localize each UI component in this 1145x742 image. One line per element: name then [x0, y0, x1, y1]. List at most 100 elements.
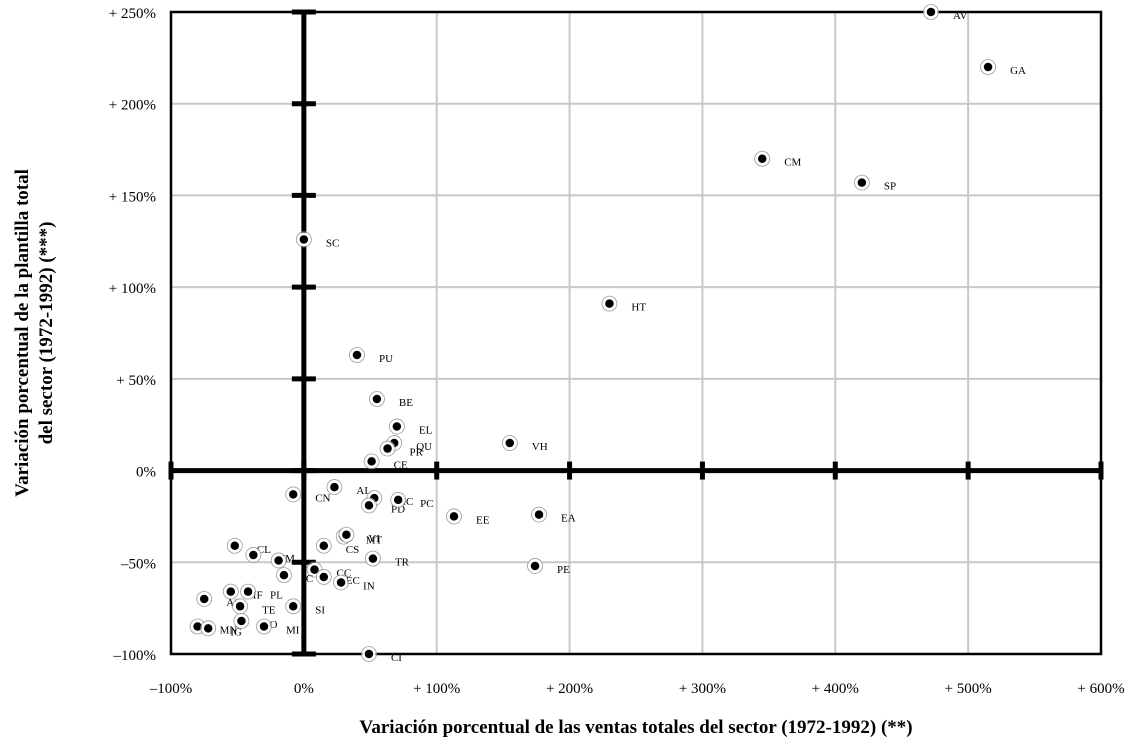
y-tick-label: + 50%: [116, 373, 156, 389]
x-tick-labels: –100% 0% + 100% + 200% + 300% + 400% + 500% + 6…: [149, 681, 1125, 697]
data-point-marker: [224, 584, 238, 599]
data-point-label: TE: [262, 604, 276, 616]
data-point-outline: [333, 574, 349, 591]
data-point: CS: [315, 537, 359, 556]
data-point: CE: [363, 453, 408, 471]
data-point: PU: [349, 347, 393, 365]
data-point-outline: [196, 591, 213, 607]
data-point-label: SC: [326, 237, 339, 249]
data-point: VI: [338, 526, 380, 545]
data-point-marker: [241, 584, 255, 599]
data-point-marker: [532, 507, 546, 522]
data-point-outline: [501, 435, 518, 451]
data-point-label: MI: [286, 624, 300, 636]
data-point-outline: [276, 567, 292, 584]
data-point: TR: [365, 550, 410, 569]
data-point-label: C: [301, 558, 308, 570]
data-point-label: HT: [631, 302, 646, 314]
data-point-label: QU: [416, 441, 432, 453]
data-point-outline: [315, 569, 332, 585]
data-point-marker: [362, 647, 376, 661]
data-point: IG: [200, 620, 242, 638]
data-point-label: SI: [315, 604, 325, 616]
data-point: CN: [285, 486, 331, 504]
data-point: HT: [601, 295, 646, 314]
y-tick-label: + 250%: [109, 6, 156, 22]
y-tick-label: + 200%: [109, 98, 156, 114]
data-point-label: PL: [270, 590, 283, 602]
data-point: C: [270, 552, 308, 570]
data-point-label: AV: [953, 10, 968, 22]
data-point-label: SP: [884, 181, 896, 193]
data-point-marker: [755, 151, 769, 166]
data-point-outline: [363, 453, 380, 470]
data-point: TE: [232, 598, 276, 616]
data-point-label: PE: [557, 564, 570, 576]
grid-lines: [171, 12, 1101, 654]
data-point-label: EA: [561, 513, 576, 525]
data-point-outline: [233, 613, 250, 629]
y-axis-label-line2: del sector (1972-1992) (***): [36, 222, 57, 445]
data-point: VH: [501, 435, 548, 453]
data-point-outline: [285, 486, 302, 503]
data-point-outline: [295, 231, 312, 248]
data-point-marker: [317, 539, 331, 553]
data-point-outline: [240, 583, 256, 600]
data-point: IF: [222, 583, 263, 602]
data-point-label: PR: [410, 447, 424, 459]
data-point-outline: [361, 497, 377, 514]
data-point: EL: [388, 418, 433, 437]
data-point-marker: [924, 5, 938, 19]
data-point-outline: [222, 583, 239, 600]
data-point-outline: [527, 558, 543, 574]
data-point-label: VI: [368, 533, 380, 545]
data-point-label: GA: [1010, 65, 1026, 77]
plot-area-frame: [169, 10, 1103, 656]
x-tick-label: –100%: [149, 681, 193, 697]
data-point: PR: [379, 440, 424, 459]
data-point: SI: [285, 598, 325, 616]
data-point-outline: [379, 440, 396, 457]
data-point-label: EE: [476, 514, 490, 526]
data-point-marker: [364, 454, 379, 469]
data-point-marker: [307, 562, 322, 577]
data-point-label: MT: [366, 535, 383, 547]
data-point-label: MN: [220, 624, 238, 636]
data-point-outline: [980, 59, 996, 75]
data-point: PL: [240, 583, 283, 602]
data-point-marker: [246, 548, 261, 562]
data-point-outline: [365, 550, 381, 567]
data-point: CM: [754, 150, 802, 169]
x-tick-label: + 300%: [679, 681, 726, 697]
data-point-marker: [366, 551, 380, 566]
data-point-marker: [277, 568, 291, 582]
data-point-marker: [317, 570, 331, 584]
data-point-outline: [338, 526, 355, 543]
data-point-label: PU: [379, 353, 393, 365]
data-point-outline: [245, 547, 262, 563]
data-point-label: EC: [346, 575, 360, 587]
data-point-outline: [754, 150, 771, 167]
data-point-marker: [286, 599, 300, 614]
data-point-outline: [315, 537, 332, 554]
data-point-marker: [362, 498, 376, 513]
x-tick-label: + 400%: [812, 681, 859, 697]
data-point-marker: [339, 528, 354, 542]
data-point: C: [276, 567, 313, 585]
x-axis-label: Variación porcentual de las ventas total…: [359, 717, 912, 738]
x-tick-label: + 600%: [1077, 681, 1124, 697]
data-point: MI: [256, 618, 300, 636]
data-point: AL: [326, 479, 371, 497]
data-point-marker: [602, 296, 617, 311]
data-point-label: IF: [253, 590, 263, 602]
y-tick-label: –50%: [120, 556, 156, 572]
data-point-label: BE: [399, 397, 413, 409]
data-point: EE: [446, 508, 490, 526]
data-point-marker: [228, 539, 242, 553]
data-point: EA: [531, 506, 576, 525]
data-point-label: IN: [363, 580, 375, 592]
data-point: CI: [361, 646, 402, 664]
x-tick-label: + 200%: [546, 681, 593, 697]
